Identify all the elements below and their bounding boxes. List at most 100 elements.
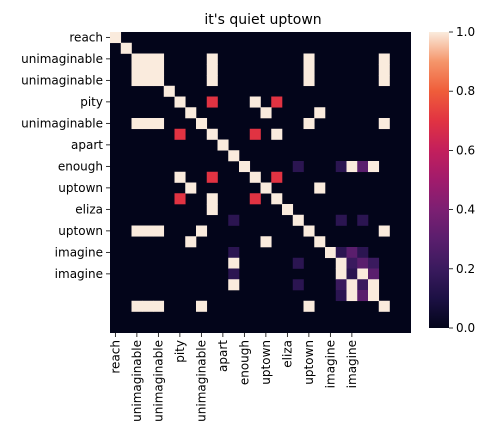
colorbar-tick-label: 0.6: [456, 143, 475, 157]
heatmap-cell: [335, 257, 347, 269]
y-tick-label: imagine: [55, 267, 103, 281]
heatmap-cell: [292, 214, 304, 226]
heatmap-cell: [131, 118, 143, 130]
colorbar: [429, 32, 449, 328]
x-tick-label: unimaginable: [194, 340, 208, 422]
heatmap-cell: [335, 161, 347, 173]
x-tick-label: unimaginable: [151, 340, 165, 422]
heatmap-cell: [249, 96, 261, 108]
heatmap-cell: [174, 171, 186, 183]
heatmap-cell: [185, 107, 197, 119]
x-tick-label: apart: [216, 340, 230, 372]
heatmap-cell: [206, 64, 218, 76]
heatmap-cell: [239, 161, 251, 173]
heatmap-cell: [142, 118, 154, 130]
heatmap-cell: [120, 42, 132, 54]
x-tick-label: enough: [237, 340, 251, 385]
heatmap-cell: [314, 107, 326, 119]
heatmap-cell: [228, 247, 240, 259]
heatmap-cell: [249, 193, 261, 205]
heatmap-cell: [314, 182, 326, 194]
heatmap-cell: [249, 171, 261, 183]
heatmap-cell: [271, 128, 283, 140]
heatmap-cell: [346, 247, 358, 259]
x-tick-label: imagine: [345, 340, 359, 388]
heatmap-cell: [131, 225, 143, 237]
y-tick-label: pity: [80, 95, 103, 109]
heatmap-cell: [206, 128, 218, 140]
heatmap-cell: [206, 53, 218, 65]
y-tick-label: eliza: [75, 202, 103, 216]
heatmap-cell: [368, 279, 380, 291]
heatmap-cell: [249, 128, 261, 140]
heatmap-cell: [325, 247, 337, 259]
x-tick-label: unimaginable: [130, 340, 144, 422]
colorbar-tick-label: 0.2: [456, 262, 475, 276]
x-tick-label: uptown: [302, 340, 316, 385]
heatmap-cell: [292, 161, 304, 173]
heatmap-cell: [368, 290, 380, 302]
heatmap-cell: [271, 171, 283, 183]
heatmap-cell: [174, 96, 186, 108]
heatmap-cell: [142, 64, 154, 76]
heatmap-cell: [303, 64, 315, 76]
heatmap-cells: [110, 32, 411, 333]
heatmap-cell: [206, 171, 218, 183]
heatmap-cell: [335, 214, 347, 226]
heatmap-cell: [142, 300, 154, 312]
heatmap-cell: [131, 64, 143, 76]
heatmap-cell: [228, 150, 240, 162]
heatmap-cell: [260, 236, 272, 248]
heatmap-cell: [357, 268, 369, 280]
x-tick-label: uptown: [259, 340, 273, 385]
y-tick-label: reach: [69, 30, 103, 44]
heatmap-cell: [271, 193, 283, 205]
heatmap-cell: [303, 75, 315, 87]
colorbar-tick-label: 0.8: [456, 84, 475, 98]
heatmap-cell: [271, 96, 283, 108]
heatmap-cell: [131, 300, 143, 312]
y-tick-label: apart: [71, 138, 103, 152]
heatmap-cell: [260, 182, 272, 194]
x-axis-ticks: reach unimaginable unimaginable pity unimagi…: [108, 333, 359, 422]
heatmap-cell: [142, 225, 154, 237]
colorbar-tick-label: 0.0: [456, 321, 475, 335]
heatmap-cell: [335, 290, 347, 302]
heatmap-cell: [196, 300, 208, 312]
heatmap-cell: [217, 139, 229, 151]
heatmap-cell: [378, 300, 390, 312]
heatmap-cell: [303, 225, 315, 237]
heatmap-cell: [357, 247, 369, 259]
x-tick-label: reach: [108, 340, 122, 374]
heatmap-cell: [292, 279, 304, 291]
heatmap-cell: [357, 279, 369, 291]
heatmap-cell: [335, 279, 347, 291]
heatmap-cell: [142, 53, 154, 65]
heatmap-cell: [228, 279, 240, 291]
heatmap-cell: [314, 236, 326, 248]
heatmap-cell: [153, 75, 165, 87]
heatmap-cell: [206, 193, 218, 205]
heatmap-cell: [196, 118, 208, 130]
heatmap-cell: [153, 64, 165, 76]
heatmap-cell: [282, 204, 294, 216]
heatmap-cell: [228, 214, 240, 226]
heatmap-cell: [357, 214, 369, 226]
heatmap-cell: [346, 161, 358, 173]
heatmap-cell: [174, 128, 186, 140]
heatmap-cell: [357, 161, 369, 173]
chart-title: it's quiet uptown: [204, 12, 321, 28]
heatmap-cell: [228, 257, 240, 269]
y-axis-ticks: reach unimaginable unimaginable pity unimagi…: [21, 30, 110, 281]
heatmap-cell: [346, 268, 358, 280]
heatmap-cell: [368, 161, 380, 173]
heatmap-cell: [303, 118, 315, 130]
heatmap-cell: [153, 225, 165, 237]
heatmap-cell: [206, 75, 218, 87]
heatmap-cell: [260, 107, 272, 119]
y-tick-label: unimaginable: [21, 116, 103, 130]
heatmap-cell: [206, 96, 218, 108]
heatmap-cell: [228, 268, 240, 280]
heatmap-cell: [303, 53, 315, 65]
heatmap-cell: [335, 247, 347, 259]
